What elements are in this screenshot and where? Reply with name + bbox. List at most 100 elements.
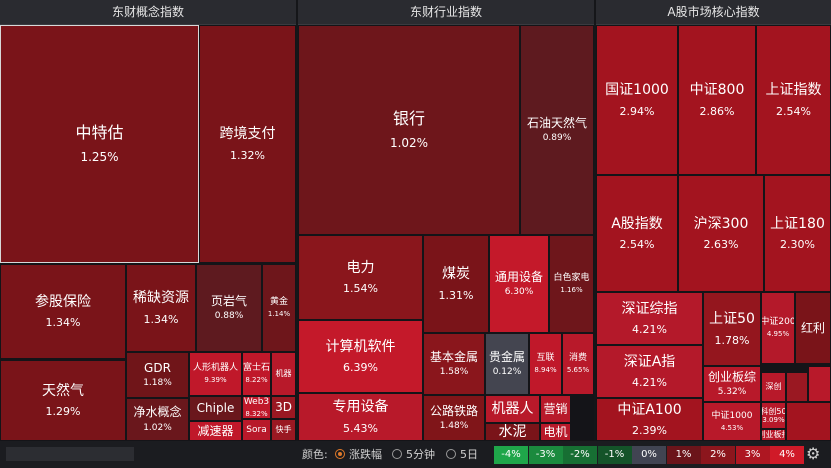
industry-tile[interactable]: 公路铁路 1.48%: [423, 395, 485, 441]
tile-name: 中证A100: [617, 401, 682, 418]
core-tile[interactable]: 红利: [795, 292, 831, 364]
radio-5min[interactable]: [392, 449, 402, 459]
tile-name: 消费: [568, 353, 587, 364]
concept-tile[interactable]: 稀缺资源 1.34%: [126, 264, 196, 352]
core-tile[interactable]: 沪深300 2.63%: [678, 175, 764, 292]
core-tile[interactable]: 科创50 3.09%: [761, 402, 786, 429]
concept-panel-title: 东财概念指数: [0, 0, 296, 25]
concept-tile[interactable]: 减速器: [189, 421, 242, 441]
legend-swatch: 3%: [735, 446, 770, 464]
core-tile[interactable]: [786, 402, 831, 441]
tile-change-pct: 2.39%: [632, 424, 667, 438]
concept-tile[interactable]: 跨境支付 1.32%: [199, 25, 296, 263]
concept-tile[interactable]: 黄金 1.14%: [262, 264, 296, 352]
tile-name: 专用设备: [332, 399, 389, 415]
concept-tile[interactable]: 机器: [271, 352, 296, 396]
option-5min[interactable]: 5分钟: [406, 448, 435, 461]
tile-change-pct: 9.39%: [204, 376, 227, 385]
legend-swatch: -2%: [563, 446, 597, 464]
core-tile[interactable]: 创业板指: [761, 429, 786, 441]
industry-tile[interactable]: 水泥: [485, 423, 540, 441]
industry-tile[interactable]: 白色家电 1.16%: [549, 235, 594, 333]
core-tile[interactable]: 深证综指 4.21%: [596, 292, 703, 345]
tile-name: 机器: [275, 369, 292, 379]
radio-5day[interactable]: [446, 449, 456, 459]
core-tile[interactable]: [786, 372, 808, 402]
tile-name: 通用设备: [494, 269, 543, 284]
tile-change-pct: 4.21%: [632, 323, 667, 337]
tile-change-pct: 1.58%: [439, 367, 469, 378]
industry-tile[interactable]: 石油天然气 0.89%: [520, 25, 594, 235]
tile-name: 深证综指: [621, 300, 678, 317]
tile-change-pct: 3.09%: [762, 416, 785, 425]
tile-name: Web3: [243, 396, 270, 407]
concept-tile[interactable]: Chiple: [189, 396, 242, 421]
tile-change-pct: 5.43%: [343, 421, 378, 435]
tile-name: 黄金: [269, 297, 288, 308]
industry-tile[interactable]: 贵金属 0.12%: [485, 333, 529, 395]
industry-tile[interactable]: 专用设备 5.43%: [298, 393, 423, 441]
tile-name: 煤炭: [442, 266, 470, 282]
tile-name: 参股保险: [35, 293, 91, 310]
industry-tile[interactable]: 营销: [540, 395, 571, 423]
industry-tile[interactable]: 煤炭 1.31%: [423, 235, 489, 333]
radio-change-pct[interactable]: [335, 449, 345, 459]
core-tile[interactable]: 上证指数 2.54%: [756, 25, 831, 175]
industry-tile[interactable]: 通用设备 6.30%: [489, 235, 549, 333]
option-5day[interactable]: 5日: [460, 448, 478, 461]
concept-tile[interactable]: 净水概念 1.02%: [126, 398, 189, 441]
industry-panel-title: 东财行业指数: [298, 0, 594, 25]
concept-tile[interactable]: 快手: [271, 419, 296, 441]
core-tile[interactable]: [808, 366, 831, 402]
industry-tile[interactable]: 消费 5.65%: [562, 333, 594, 395]
core-tile[interactable]: 深创: [761, 372, 786, 402]
core-tile[interactable]: 创业板综 5.32%: [703, 366, 761, 402]
sheet-tab[interactable]: [6, 447, 134, 461]
tile-change-pct: 0.12%: [492, 367, 522, 378]
concept-tile[interactable]: Sora: [242, 419, 271, 441]
tile-change-pct: 1.32%: [230, 148, 265, 162]
industry-tile[interactable]: 银行 1.02%: [298, 25, 520, 235]
concept-tile[interactable]: 中特估 1.25%: [0, 25, 199, 263]
tile-name: 创业板综: [707, 369, 756, 384]
tile-change-pct: 1.25%: [80, 150, 119, 165]
core-tile[interactable]: 上证50 1.78%: [703, 292, 761, 366]
core-tile[interactable]: A股指数 2.54%: [596, 175, 678, 292]
tile-name: 净水概念: [133, 405, 182, 420]
option-change-pct[interactable]: 涨跌幅: [349, 448, 382, 461]
tile-change-pct: 6.30%: [504, 287, 534, 298]
gear-icon[interactable]: ⚙: [806, 444, 821, 463]
concept-tile[interactable]: Web3 8.32%: [242, 396, 271, 419]
core-tile[interactable]: 中证800 2.86%: [678, 25, 756, 175]
concept-tile[interactable]: 页岩气 0.88%: [196, 264, 262, 352]
tile-name: 电机: [543, 424, 568, 439]
tile-name: 贵金属: [488, 349, 525, 364]
core-panel-title: A股市场核心指数: [596, 0, 831, 25]
tile-name: 人形机器人: [192, 363, 238, 374]
tile-name: 国证1000: [605, 82, 669, 98]
core-tile[interactable]: 上证180 2.30%: [764, 175, 831, 292]
concept-tile[interactable]: 天然气 1.29%: [0, 360, 126, 441]
concept-tile[interactable]: 富士石 8.22%: [242, 352, 271, 396]
concept-tile[interactable]: 参股保险 1.34%: [0, 264, 126, 359]
concept-tile[interactable]: GDR 1.18%: [126, 352, 189, 398]
core-tile[interactable]: 中证A100 2.39%: [596, 398, 703, 441]
industry-tile[interactable]: 电力 1.54%: [298, 235, 423, 320]
tile-name: 石油天然气: [526, 115, 587, 130]
industry-tile[interactable]: 电机: [540, 423, 571, 441]
concept-tile[interactable]: 人形机器人 9.39%: [189, 352, 242, 396]
tile-name: 红利: [800, 320, 825, 335]
industry-tile[interactable]: 机器人: [485, 395, 540, 423]
core-tile[interactable]: 中证1000 4.53%: [703, 402, 761, 441]
tile-name: 白色家电: [553, 273, 590, 284]
industry-tile[interactable]: 互联 8.94%: [529, 333, 562, 395]
industry-tile[interactable]: 计算机软件 6.39%: [298, 320, 423, 393]
core-tile[interactable]: 深证A指 4.21%: [596, 345, 703, 398]
concept-tile[interactable]: 3D: [271, 396, 296, 419]
industry-tile[interactable]: 基本金属 1.58%: [423, 333, 485, 395]
tile-change-pct: 2.63%: [703, 238, 739, 252]
tile-name: 沪深300: [693, 215, 749, 232]
core-tile[interactable]: 国证1000 2.94%: [596, 25, 678, 175]
legend-swatch: -4%: [494, 446, 528, 464]
core-tile[interactable]: 中证200 4.95%: [761, 292, 795, 364]
